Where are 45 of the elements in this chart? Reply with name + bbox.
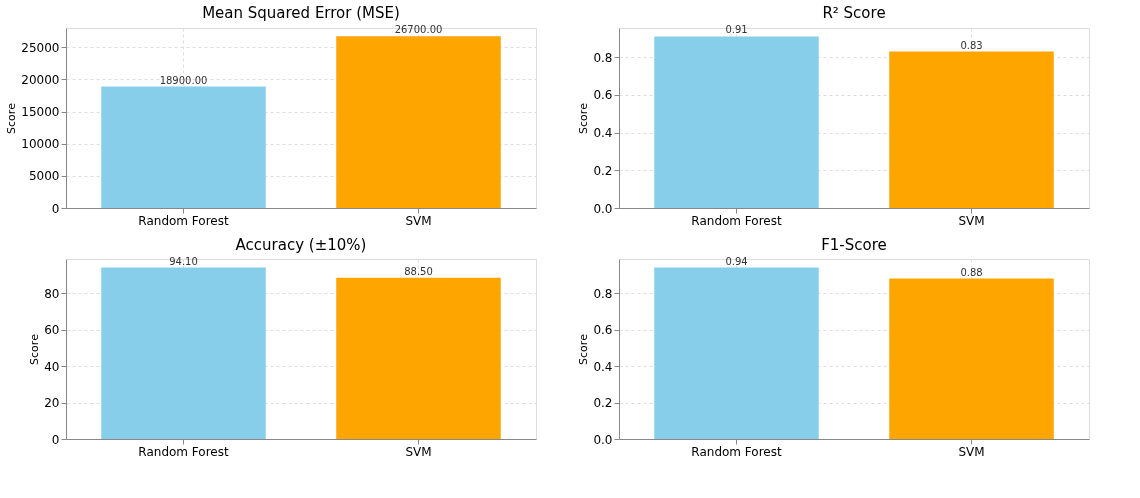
y-tick-label: 25000 xyxy=(21,40,60,55)
data-label: 0.83 xyxy=(960,39,983,51)
y-tick-label: 0.4 xyxy=(593,359,613,374)
x-tick-label: SVM xyxy=(405,444,432,459)
x-tick-label: SVM xyxy=(405,213,432,228)
chart-title: R² Score xyxy=(822,4,886,23)
y-axis-title: Score xyxy=(28,333,42,365)
chart-title: Mean Squared Error (MSE) xyxy=(202,4,400,23)
x-tick-label: Random Forest xyxy=(691,213,782,228)
data-label: 26700.00 xyxy=(394,24,443,36)
y-tick-label: 40 xyxy=(44,359,60,374)
y-tick-label: 20 xyxy=(44,396,60,411)
y-axis-title: Score xyxy=(5,102,19,134)
data-label: 0.94 xyxy=(725,255,748,267)
y-tick-label: 0.6 xyxy=(593,323,613,338)
chart-title: Accuracy (±10%) xyxy=(235,235,367,254)
chart-title: F1-Score xyxy=(821,235,887,254)
y-tick-label: 0.6 xyxy=(593,88,613,103)
y-tick-label: 0 xyxy=(51,432,60,447)
x-tick-label: Random Forest xyxy=(138,213,229,228)
y-tick-label: 5000 xyxy=(28,169,60,184)
y-tick-label: 0.2 xyxy=(593,396,613,411)
x-tick-label: SVM xyxy=(958,444,985,459)
x-tick-label: Random Forest xyxy=(691,444,782,459)
data-label: 0.91 xyxy=(725,24,748,36)
y-tick-label: 0 xyxy=(51,201,60,216)
y-tick-label: 60 xyxy=(44,323,60,338)
data-label: 0.88 xyxy=(960,266,983,278)
data-label: 18900.00 xyxy=(159,74,208,86)
y-tick-label: 80 xyxy=(44,286,60,301)
x-tick-label: Random Forest xyxy=(138,444,229,459)
y-axis-title: Score xyxy=(577,333,591,365)
data-label: 94.10 xyxy=(169,255,198,267)
x-tick-label: SVM xyxy=(958,213,985,228)
y-axis-title: Score xyxy=(577,102,591,134)
y-tick-label: 10000 xyxy=(21,137,60,152)
y-tick-label: 0.2 xyxy=(593,163,613,178)
y-tick-label: 15000 xyxy=(21,105,60,120)
y-tick-label: 0.8 xyxy=(593,50,613,65)
y-tick-label: 0.8 xyxy=(593,286,613,301)
data-label: 88.50 xyxy=(404,265,433,277)
y-tick-label: 0.0 xyxy=(593,432,613,447)
y-tick-label: 0.0 xyxy=(593,201,613,216)
y-tick-label: 0.4 xyxy=(593,126,613,141)
y-tick-label: 20000 xyxy=(21,72,60,87)
